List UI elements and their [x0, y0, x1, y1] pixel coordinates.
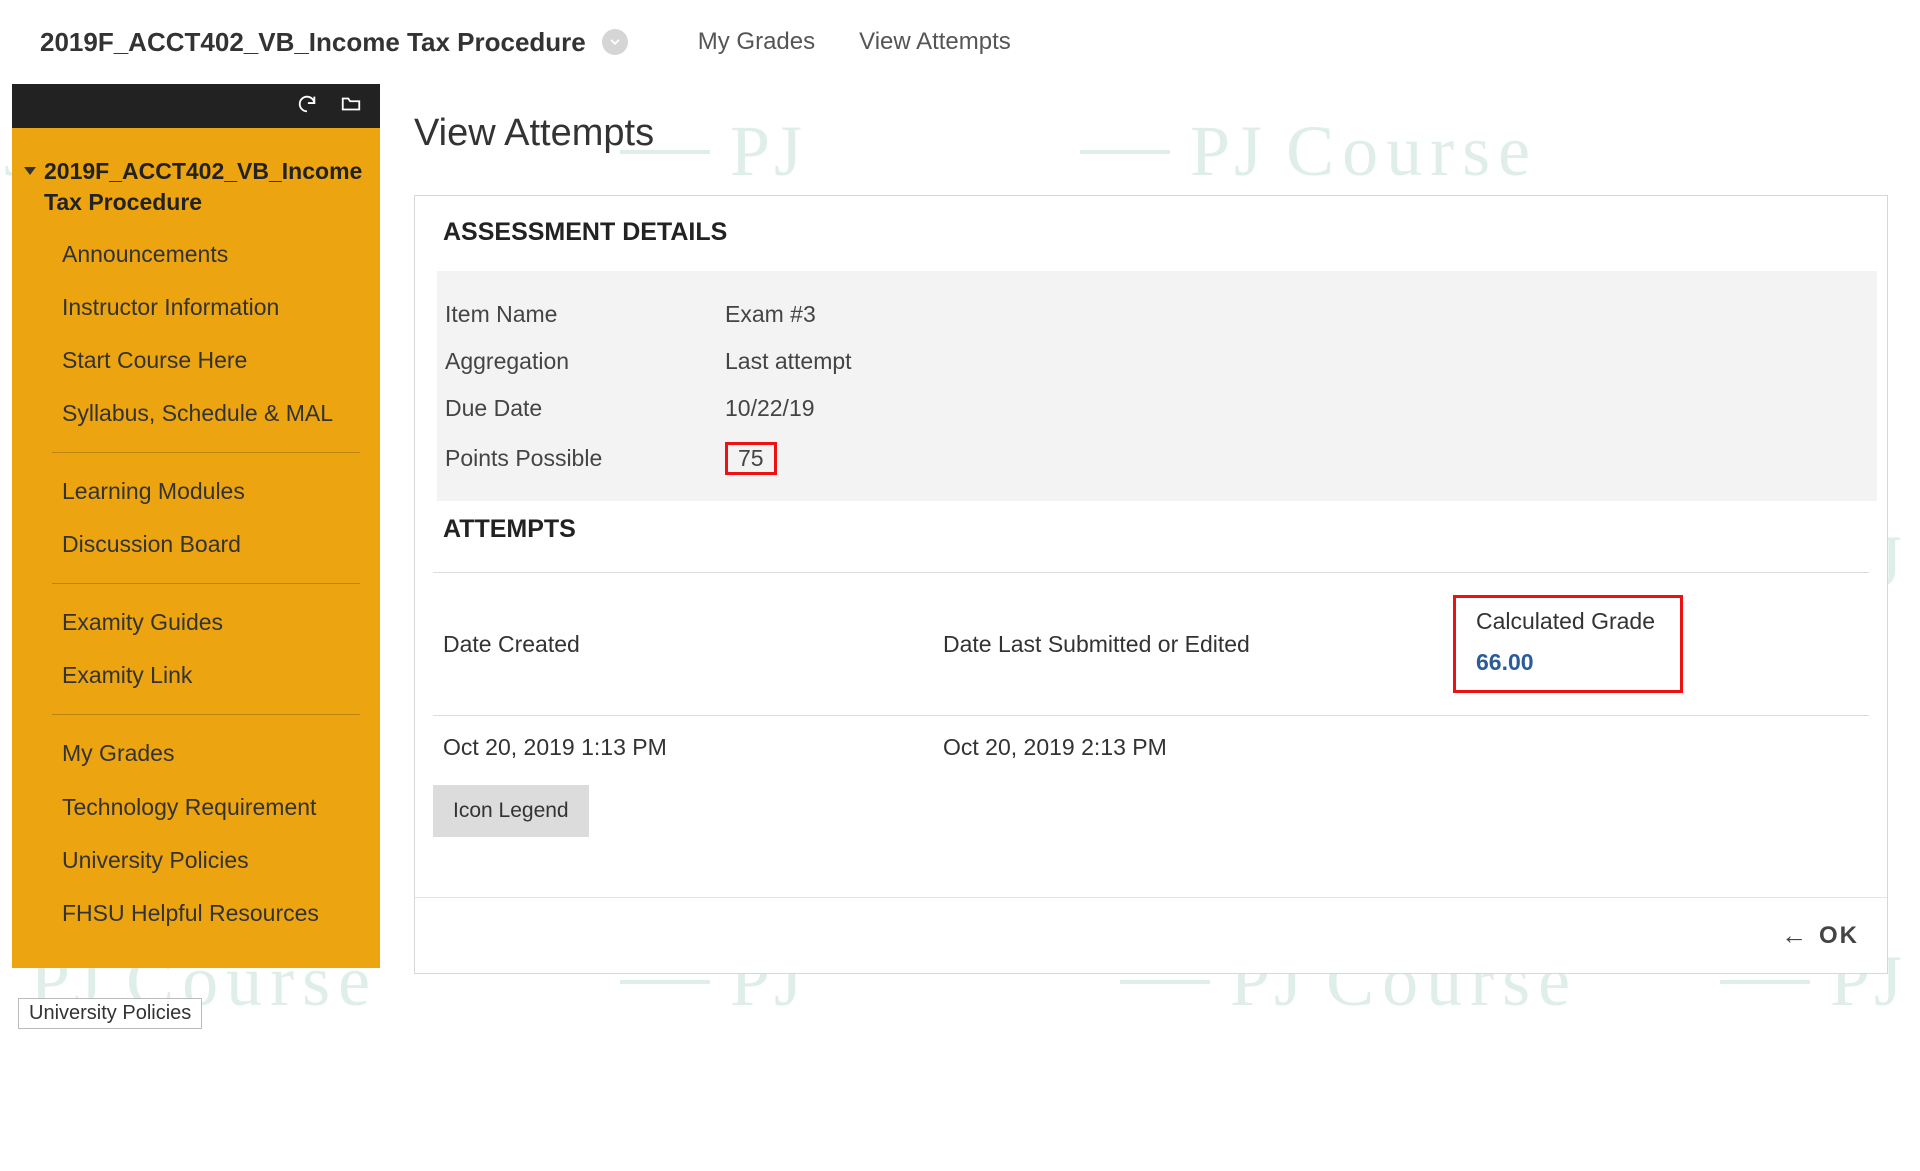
- sidebar-course-label: 2019F_ACCT402_VB_Income Tax Procedure: [44, 156, 362, 218]
- sidebar-item-instructor-information[interactable]: Instructor Information: [12, 281, 380, 334]
- date-submitted-value: Oct 20, 2019 2:13 PM: [943, 734, 1453, 761]
- sidebar-item-fhsu-helpful-resources[interactable]: FHSU Helpful Resources: [12, 887, 380, 940]
- table-header-row: Date Created Date Last Submitted or Edit…: [433, 572, 1869, 715]
- breadcrumb-course-title[interactable]: 2019F_ACCT402_VB_Income Tax Procedure: [40, 27, 586, 58]
- sidebar-item-learning-modules[interactable]: Learning Modules: [12, 465, 380, 518]
- breadcrumb-view-attempts[interactable]: View Attempts: [859, 28, 1011, 56]
- sidebar-divider: [52, 714, 360, 715]
- assessment-details-header: ASSESSMENT DETAILS: [415, 196, 1887, 271]
- attempts-header: ATTEMPTS: [415, 501, 1887, 572]
- assessment-details-body: Item Name Exam #3 Aggregation Last attem…: [437, 271, 1877, 501]
- breadcrumb-my-grades[interactable]: My Grades: [698, 28, 815, 56]
- folder-icon[interactable]: [340, 93, 362, 120]
- ok-label: OK: [1819, 922, 1859, 950]
- sidebar-toolbar: [12, 84, 380, 128]
- sidebar-divider: [52, 583, 360, 584]
- sidebar-item-start-course-here[interactable]: Start Course Here: [12, 334, 380, 387]
- sidebar-item-discussion-board[interactable]: Discussion Board: [12, 518, 380, 571]
- aggregation-value: Last attempt: [725, 348, 852, 375]
- sidebar-divider: [52, 452, 360, 453]
- points-possible-value: 75: [725, 442, 777, 475]
- date-created-value: Oct 20, 2019 1:13 PM: [443, 734, 943, 761]
- calculated-grade-value[interactable]: 66.00: [1476, 649, 1660, 676]
- sidebar-item-examity-guides[interactable]: Examity Guides: [12, 596, 380, 649]
- ok-button[interactable]: ← OK: [1781, 920, 1859, 951]
- sidebar-item-examity-link[interactable]: Examity Link: [12, 649, 380, 702]
- hover-tooltip: University Policies: [18, 998, 202, 1029]
- table-row: Oct 20, 2019 1:13 PM Oct 20, 2019 2:13 P…: [433, 715, 1869, 781]
- sidebar: 2019F_ACCT402_VB_Income Tax Procedure Ann…: [12, 84, 380, 968]
- calculated-grade-highlight: Calculated Grade 66.00: [1453, 595, 1683, 693]
- col-calculated-grade: Calculated Grade: [1476, 608, 1660, 635]
- aggregation-label: Aggregation: [445, 348, 725, 375]
- refresh-icon[interactable]: [296, 93, 318, 120]
- icon-legend-button[interactable]: Icon Legend: [433, 785, 589, 837]
- points-possible-label: Points Possible: [445, 445, 725, 472]
- caret-down-icon: [24, 167, 36, 175]
- due-date-label: Due Date: [445, 395, 725, 422]
- due-date-value: 10/22/19: [725, 395, 815, 422]
- chevron-down-icon[interactable]: [602, 29, 628, 55]
- sidebar-item-technology-requirement[interactable]: Technology Requirement: [12, 781, 380, 834]
- col-date-submitted: Date Last Submitted or Edited: [943, 631, 1453, 658]
- sidebar-item-announcements[interactable]: Announcements: [12, 228, 380, 281]
- page-title: View Attempts: [414, 112, 1888, 155]
- item-name-label: Item Name: [445, 301, 725, 328]
- sidebar-item-university-policies[interactable]: University Policies: [12, 834, 380, 887]
- sidebar-item-my-grades[interactable]: My Grades: [12, 727, 380, 780]
- sidebar-course-home[interactable]: 2019F_ACCT402_VB_Income Tax Procedure: [12, 146, 380, 228]
- main-content: View Attempts ASSESSMENT DETAILS Item Na…: [380, 84, 1920, 974]
- col-date-created: Date Created: [443, 631, 943, 658]
- item-name-value: Exam #3: [725, 301, 816, 328]
- attempts-table: Date Created Date Last Submitted or Edit…: [415, 572, 1887, 781]
- assessment-card: ASSESSMENT DETAILS Item Name Exam #3 Agg…: [414, 195, 1888, 974]
- breadcrumb: 2019F_ACCT402_VB_Income Tax Procedure My…: [0, 0, 1920, 84]
- sidebar-item-syllabus-schedule-mal[interactable]: Syllabus, Schedule & MAL: [12, 387, 380, 440]
- arrow-left-icon: ←: [1781, 920, 1809, 951]
